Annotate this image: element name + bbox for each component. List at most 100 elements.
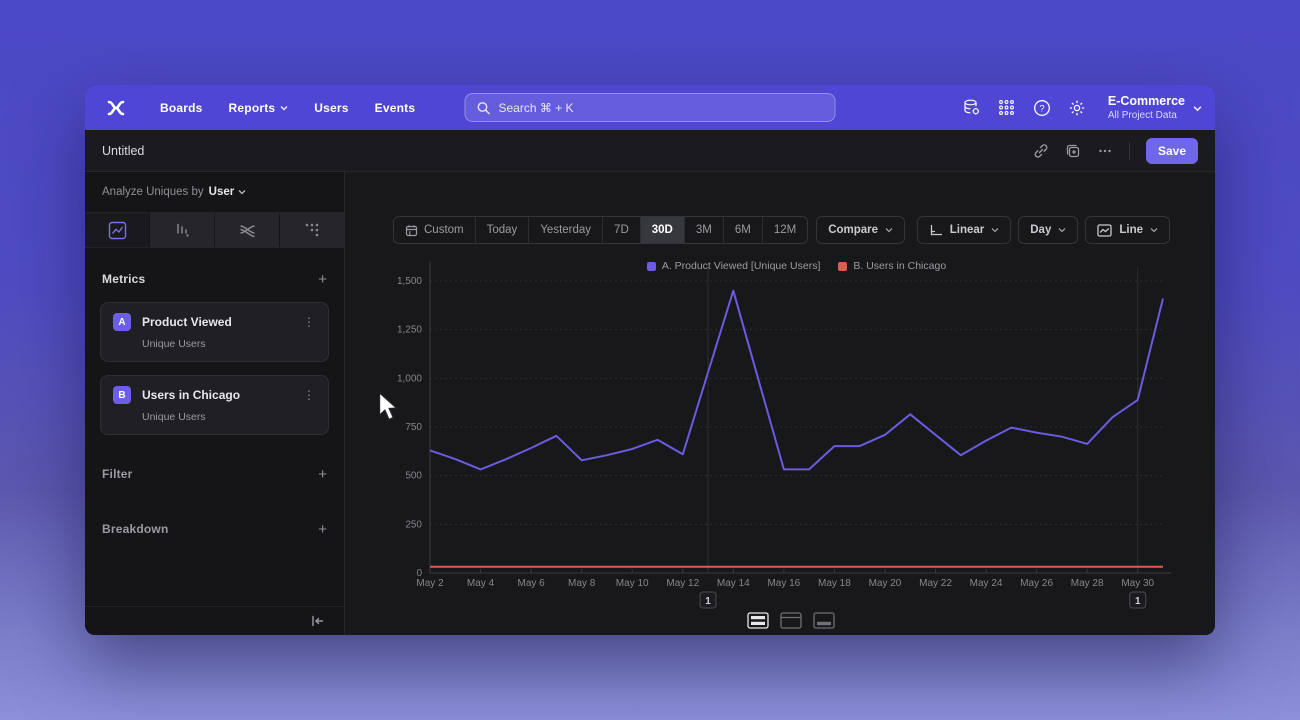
settings-gear-icon[interactable] (1067, 98, 1087, 118)
metric-menu-icon[interactable]: ⋮ (303, 388, 316, 402)
tab-flows[interactable] (215, 213, 280, 247)
x-tick-label: May 28 (1071, 578, 1104, 589)
range-30d[interactable]: 30D (640, 217, 685, 243)
compare-dropdown[interactable]: Compare (816, 216, 906, 244)
metric-card-b[interactable]: B Users in Chicago ⋮ Unique Users (100, 375, 329, 435)
x-tick-label: May 24 (970, 578, 1003, 589)
y-tick-label: 500 (405, 471, 422, 482)
linear-axis-icon (929, 224, 943, 237)
chart-type-dropdown[interactable]: Line (1085, 216, 1170, 244)
metric-name: Users in Chicago (142, 388, 241, 402)
legend-label-b: B. Users in Chicago (853, 260, 947, 272)
svg-text:?: ? (1039, 103, 1044, 114)
range-6m[interactable]: 6M (724, 217, 763, 243)
analyze-label: Analyze Uniques by (102, 186, 204, 198)
line-chart-icon (1097, 223, 1113, 237)
metric-subtitle[interactable]: Unique Users (142, 411, 206, 423)
legend-swatch-a (646, 261, 656, 271)
nav-item-reports[interactable]: Reports (216, 101, 302, 115)
project-subtitle: All Project Data (1107, 109, 1177, 121)
view-split-toggle-selected[interactable] (747, 612, 769, 629)
y-tick-label: 250 (405, 519, 422, 530)
x-tick-label: May 16 (767, 578, 800, 589)
project-name: E-Commerce (1107, 94, 1185, 109)
line-chart[interactable]: 0 250 500 750 1,000 1,250 1,500 May 2 May 4 May 6… (345, 172, 1214, 635)
apps-grid-icon[interactable] (997, 98, 1017, 118)
compare-label: Compare (828, 224, 879, 236)
range-custom[interactable]: Custom (394, 217, 476, 243)
help-icon[interactable]: ? (1032, 98, 1052, 118)
range-12m[interactable]: 12M (773, 224, 797, 236)
chart-line-a (429, 289, 1164, 471)
interval-dropdown[interactable]: Day (1018, 216, 1079, 244)
legend-item-a[interactable]: A. Product Viewed [Unique Users] (646, 260, 821, 272)
more-options-icon[interactable] (1097, 143, 1113, 159)
metric-badge-a: A (113, 313, 131, 331)
chevron-down-icon (991, 226, 999, 234)
collapse-sidebar-icon[interactable] (311, 615, 324, 627)
x-tick-label: May 6 (517, 578, 545, 589)
metric-subtitle[interactable]: Unique Users (142, 338, 206, 350)
range-yesterday[interactable]: Yesterday (529, 217, 604, 243)
mixpanel-logo-icon[interactable] (103, 95, 129, 121)
project-switcher[interactable]: E-Commerce All Project Data (1107, 94, 1202, 121)
x-tick-label: May 12 (666, 578, 699, 589)
view-table-toggle[interactable] (813, 612, 835, 629)
range-today[interactable]: Today (476, 217, 530, 243)
y-tick-label: 0 (416, 568, 422, 579)
duplicate-icon[interactable] (1065, 143, 1081, 159)
chart-panel: Custom Today Yesterday 7D 30D 3M 6M 12M Compare… (345, 172, 1215, 635)
report-title[interactable]: Untitled (102, 143, 145, 158)
chevron-down-icon (1058, 226, 1066, 234)
data-management-icon[interactable] (962, 98, 982, 118)
add-metric-button[interactable]: + (318, 270, 327, 288)
search-icon (477, 101, 491, 115)
chevron-down-icon (885, 226, 893, 234)
chevron-down-icon (280, 104, 288, 112)
x-tick-label: May 18 (818, 578, 851, 589)
add-breakdown-button[interactable]: + (318, 520, 327, 538)
legend-item-b[interactable]: B. Users in Chicago (838, 260, 946, 272)
save-button[interactable]: Save (1145, 137, 1198, 164)
legend-label-a: A. Product Viewed [Unique Users] (661, 260, 821, 272)
nav-menu: Boards Reports Users Events (147, 101, 428, 115)
analyze-entity-dropdown[interactable]: User (209, 186, 247, 198)
tab-insights-line[interactable] (85, 213, 150, 247)
divider (1128, 141, 1130, 160)
x-tick-label: May 30 (1121, 578, 1154, 589)
scale-dropdown[interactable]: Linear (916, 216, 1012, 244)
analyze-entity-value: User (208, 186, 235, 198)
range-7d[interactable]: 7D (603, 217, 641, 243)
breakdown-header: Breakdown + (85, 515, 344, 543)
search-input[interactable]: Search ⌘ + K (464, 93, 836, 122)
copy-link-icon[interactable] (1033, 143, 1049, 159)
y-tick-label: 750 (405, 422, 422, 433)
x-tick-label: May 2 (416, 578, 444, 589)
range-3m[interactable]: 3M (685, 217, 724, 243)
query-sidebar: Analyze Uniques by User (85, 172, 345, 635)
metric-menu-icon[interactable]: ⋮ (303, 315, 316, 329)
x-tick-label: May 10 (616, 578, 649, 589)
y-tick-label: 1,000 (397, 373, 422, 384)
top-navbar: Boards Reports Users Events Search ⌘ + K (85, 85, 1215, 130)
nav-item-label: Events (374, 100, 416, 115)
app-window: Boards Reports Users Events Search ⌘ + K (85, 85, 1215, 635)
legend-swatch-b (838, 261, 848, 271)
tab-retention-grid[interactable] (280, 213, 344, 247)
x-tick-label: May 4 (467, 578, 495, 589)
metric-card-a[interactable]: A Product Viewed ⋮ Unique Users (100, 302, 329, 362)
view-chart-toggle[interactable] (780, 612, 802, 629)
y-tick-label: 1,250 (397, 325, 422, 336)
chevron-down-icon (1193, 104, 1202, 112)
x-tick-label: May 26 (1020, 578, 1053, 589)
nav-item-label: Reports (228, 100, 276, 115)
filter-title: Filter (102, 467, 133, 481)
nav-item-boards[interactable]: Boards (147, 101, 216, 115)
tab-bar-chart[interactable] (150, 213, 215, 247)
nav-item-events[interactable]: Events (362, 101, 429, 115)
nav-item-label: Users (314, 100, 349, 115)
annotation-badge-label: 1 (1135, 596, 1141, 607)
nav-item-users[interactable]: Users (301, 101, 361, 115)
x-tick-label: May 14 (717, 578, 750, 589)
add-filter-button[interactable]: + (318, 465, 327, 483)
